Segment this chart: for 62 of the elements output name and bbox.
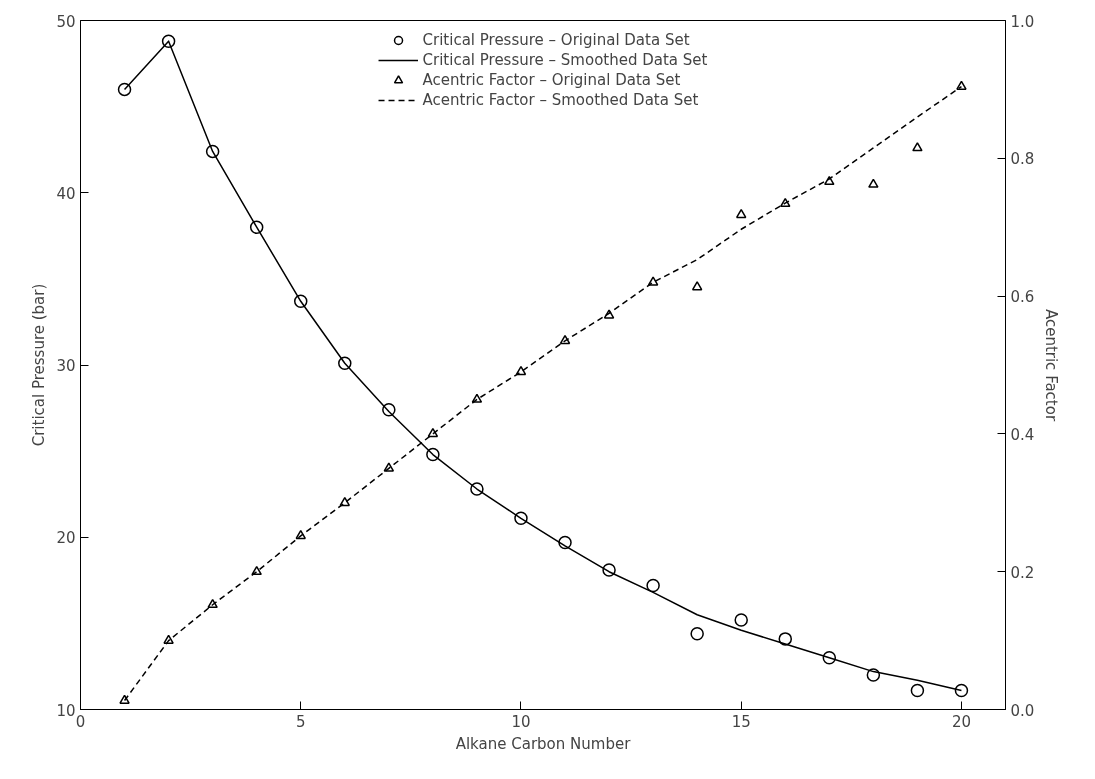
- point: [338, 356, 352, 371]
- point: [690, 626, 704, 641]
- point: [251, 565, 262, 576]
- legend-label: Critical Pressure – Smoothed Data Set: [422, 51, 708, 69]
- y-tick-label: 20: [56, 529, 76, 548]
- y-tick-label: 50: [56, 12, 76, 31]
- point: [691, 281, 703, 291]
- point: [868, 178, 879, 188]
- y2-axis-title: Acentric Factor: [1042, 308, 1061, 422]
- point: [735, 208, 747, 219]
- point: [119, 694, 130, 704]
- point: [780, 197, 791, 208]
- point: [824, 175, 835, 186]
- point: [293, 294, 308, 309]
- y2-tick-label: 1.0: [1010, 12, 1035, 31]
- y-tick-label: 40: [56, 184, 76, 203]
- y2-tick-label: 0.2: [1010, 563, 1035, 582]
- point: [161, 34, 176, 48]
- point: [207, 598, 218, 609]
- point: [339, 496, 351, 507]
- y2-tick-label: 0.6: [1010, 288, 1035, 307]
- point: [295, 529, 306, 540]
- point: [822, 651, 837, 665]
- x-tick-label: 20: [951, 712, 971, 731]
- point: [163, 634, 174, 644]
- point: [647, 276, 659, 286]
- x-tick-label: 10: [511, 712, 531, 731]
- y-tick-label: 30: [56, 357, 76, 375]
- point: [382, 403, 396, 417]
- x-axis-title: Alkane Carbon Number: [455, 734, 632, 753]
- x-tick-label: 5: [295, 712, 306, 731]
- point: [514, 511, 528, 526]
- legend-label: Acentric Factor – Original Data Set: [422, 71, 681, 89]
- point: [603, 309, 615, 319]
- y2-tick-label: 0.0: [1010, 701, 1035, 720]
- legend-label: Critical Pressure – Original Data Set: [422, 31, 690, 49]
- point: [602, 563, 616, 577]
- point: [117, 82, 132, 97]
- y2-tick-label: 0.8: [1010, 150, 1035, 169]
- point: [912, 142, 923, 152]
- point: [249, 220, 264, 234]
- point: [205, 144, 220, 159]
- point: [426, 447, 440, 462]
- point: [646, 578, 660, 593]
- point: [470, 482, 484, 496]
- point: [910, 683, 925, 698]
- point: [956, 80, 967, 90]
- point: [954, 683, 969, 698]
- point: [515, 365, 527, 376]
- x-tick-label: 15: [731, 712, 751, 731]
- x-tick-label: 0: [75, 712, 86, 731]
- point: [778, 632, 793, 646]
- point: [558, 535, 572, 550]
- point: [383, 462, 395, 472]
- legend-label: Acentric Factor – Smoothed Data Set: [422, 91, 699, 109]
- point: [427, 427, 439, 438]
- point: [559, 334, 571, 345]
- y-axis-title: Critical Pressure (bar): [30, 283, 49, 447]
- point: [734, 613, 748, 627]
- point: [471, 393, 483, 403]
- point: [866, 668, 881, 682]
- y2-tick-label: 0.4: [1010, 425, 1035, 444]
